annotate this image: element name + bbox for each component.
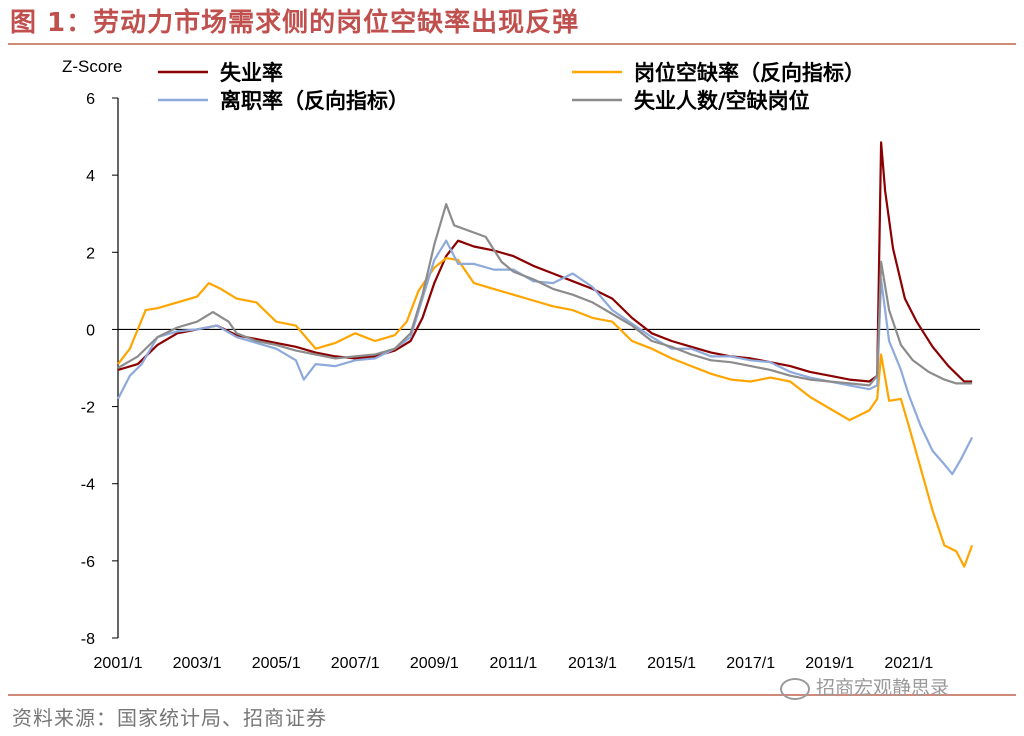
series-line-1 bbox=[117, 141, 973, 383]
y-tick-label: -8 bbox=[81, 631, 95, 648]
x-tick-label: 2005/1 bbox=[252, 655, 301, 672]
chart-title: 图 1：劳动力市场需求侧的岗位空缺率出现反弹 bbox=[10, 8, 580, 38]
source-note: 资料来源：国家统计局、招商证券 bbox=[12, 706, 327, 730]
y-tick-label: 2 bbox=[86, 245, 95, 262]
x-tick-label: 2021/1 bbox=[884, 655, 933, 672]
chat-bubble-icon bbox=[780, 677, 810, 700]
y-tick-label: -4 bbox=[81, 477, 95, 494]
x-tick-label: 2001/1 bbox=[94, 655, 143, 672]
y-axis-label: Z-Score bbox=[62, 57, 122, 76]
legend-label-4: 失业人数/空缺岗位 bbox=[634, 89, 810, 113]
y-tick-label: 0 bbox=[86, 322, 95, 339]
legend-label-3: 离职率（反向指标） bbox=[220, 89, 409, 113]
series-line-2 bbox=[117, 257, 974, 568]
watermark-text: 招商宏观静思录 bbox=[816, 677, 950, 699]
chart-legend: 失业率 岗位空缺率（反向指标） 离职率（反向指标） 失业人数/空缺岗位 bbox=[158, 61, 865, 113]
y-tick-label: 6 bbox=[86, 91, 95, 108]
title-divider bbox=[8, 43, 1016, 45]
chart-lines bbox=[117, 141, 974, 568]
y-tick-label: -6 bbox=[81, 554, 95, 571]
footer-divider bbox=[8, 694, 1016, 696]
legend-label-2: 岗位空缺率（反向指标） bbox=[634, 61, 865, 85]
series-line-3 bbox=[117, 239, 974, 476]
x-tick-label: 2003/1 bbox=[173, 655, 222, 672]
watermark: 招商宏观静思录 bbox=[780, 673, 949, 700]
x-tick-label: 2015/1 bbox=[647, 655, 696, 672]
y-tick-label: 4 bbox=[86, 168, 95, 185]
x-tick-label: 2019/1 bbox=[805, 655, 854, 672]
x-tick-label: 2009/1 bbox=[410, 655, 459, 672]
legend-label-1: 失业率 bbox=[220, 61, 283, 85]
chart-axes: 6 4 2 0 -2 -4 -6 -8 2001/1 2003/1 2005/1 2007/1 2009… bbox=[81, 91, 980, 672]
x-tick-label: 2017/1 bbox=[726, 655, 775, 672]
x-tick-label: 2013/1 bbox=[568, 655, 617, 672]
series-line-4 bbox=[117, 203, 973, 387]
y-tick-label: -2 bbox=[81, 400, 95, 417]
x-tick-label: 2007/1 bbox=[331, 655, 380, 672]
x-tick-label: 2011/1 bbox=[490, 655, 538, 672]
